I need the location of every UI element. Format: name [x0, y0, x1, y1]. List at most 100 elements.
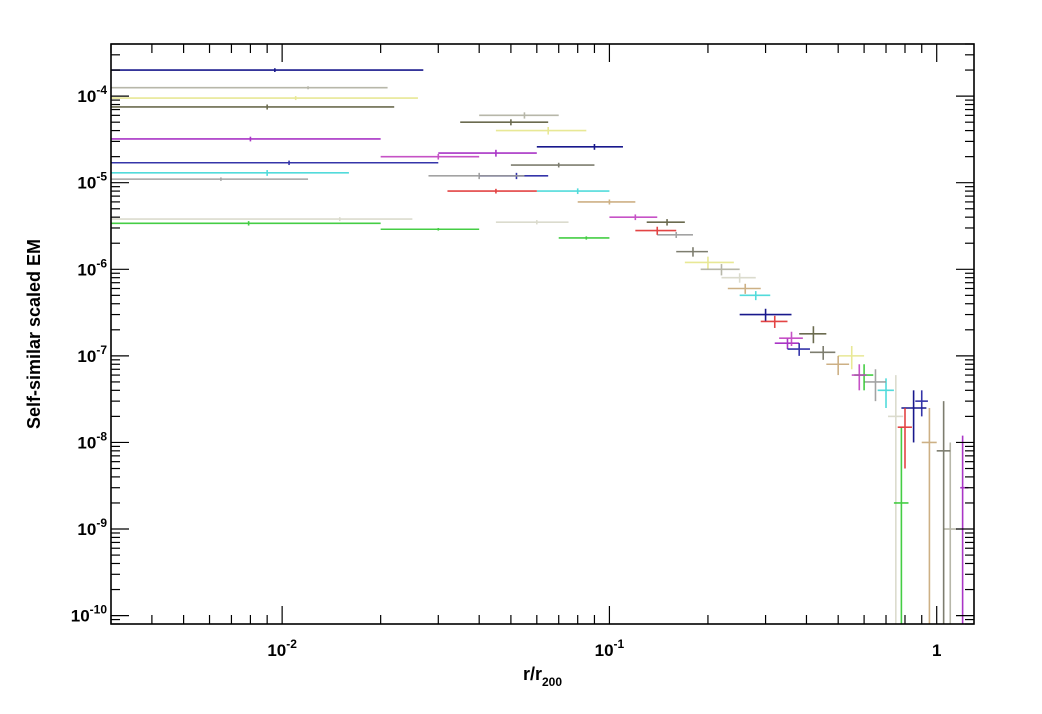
data-point-1-3 — [838, 346, 865, 370]
data-point-9-3 — [854, 364, 874, 391]
data-point-7-1 — [428, 172, 525, 180]
series-4 — [111, 136, 969, 624]
data-point-11-2 — [779, 331, 803, 347]
series-10 — [447, 188, 912, 469]
data-point-4-0 — [111, 136, 381, 142]
y-tick-label: 10-9 — [77, 516, 107, 539]
data-point-10-3 — [897, 407, 912, 469]
data-point-8-2 — [721, 273, 756, 283]
y-tick-labels: 10-410-510-610-710-810-910-10 — [71, 83, 108, 625]
series-11 — [380, 153, 867, 391]
data-point-11-0 — [380, 153, 480, 160]
data-point-12-3 — [936, 401, 951, 624]
data-point-3-0 — [111, 86, 388, 90]
data-point-10-2 — [760, 315, 788, 328]
y-axis-title: Self-similar scaled EM — [24, 239, 44, 429]
data-point-0-0 — [111, 68, 424, 72]
data-point-8-3 — [888, 375, 904, 624]
x-tick-label-base: 1 — [932, 641, 941, 660]
series-1 — [111, 96, 865, 370]
data-point-6-2 — [739, 291, 771, 301]
x-tick-label: 10-1 — [595, 637, 625, 660]
data-point-11-1 — [609, 214, 658, 221]
y-tick-label: 10-4 — [77, 83, 107, 106]
data-point-3-2 — [700, 264, 740, 276]
data-point-2-2 — [646, 219, 685, 226]
series-12 — [510, 162, 951, 624]
series-6 — [111, 170, 894, 408]
minor-ticks — [110, 43, 974, 625]
series-8 — [111, 217, 904, 624]
y-tick-label: 10-8 — [77, 429, 107, 452]
y-tick-label-exponent: -5 — [96, 170, 107, 184]
data-point-10-0 — [447, 188, 537, 194]
data-point-8-1 — [495, 220, 569, 225]
data-point-13-0 — [577, 199, 636, 205]
series-13 — [577, 199, 937, 624]
y-tick-label-exponent: -9 — [96, 516, 107, 530]
x-axis-title-subscript: 200 — [542, 675, 562, 689]
y-tick-label-base: 10 — [77, 174, 96, 193]
x-axis-title-base: r/r — [523, 664, 542, 684]
data-point-2-1 — [460, 119, 549, 126]
data-point-13-1 — [727, 283, 761, 294]
data-point-13-3 — [921, 407, 937, 624]
data-point-1-1 — [495, 126, 587, 135]
data-point-5-0 — [111, 160, 439, 166]
data-point-3-1 — [479, 112, 559, 119]
data-point-9-2 — [558, 236, 610, 240]
x-tick-label-exponent: -1 — [614, 637, 625, 651]
data-point-12-1 — [676, 247, 708, 257]
data-point-7-2 — [657, 231, 693, 238]
data-point-13-2 — [826, 355, 850, 376]
data-point-9-4 — [893, 427, 909, 624]
y-tick-label-base: 10 — [77, 433, 96, 452]
data-point-3-3 — [943, 442, 957, 624]
y-tick-label-base: 10 — [77, 520, 96, 539]
data-point-1-0 — [111, 96, 418, 101]
data-series-layer — [111, 68, 969, 624]
series-5 — [111, 160, 928, 417]
data-point-12-0 — [510, 162, 595, 168]
data-point-9-1 — [380, 227, 480, 231]
y-tick-label: 10-5 — [77, 170, 107, 193]
series-7 — [111, 172, 887, 402]
data-point-6-0 — [111, 170, 349, 176]
y-tick-label-base: 10 — [77, 347, 96, 366]
data-point-2-3 — [799, 326, 827, 344]
data-point-9-0 — [111, 221, 381, 226]
y-tick-label-base: 10 — [77, 260, 96, 279]
major-ticks — [111, 44, 974, 624]
y-tick-label-exponent: -10 — [90, 603, 108, 617]
y-tick-label-exponent: -4 — [96, 83, 107, 97]
x-tick-labels: 10-2 10-1 1 — [267, 637, 941, 660]
series-2 — [111, 104, 827, 344]
y-tick-label-exponent: -7 — [96, 343, 107, 357]
data-point-8-0 — [111, 217, 413, 222]
x-tick-label-exponent: -2 — [286, 637, 297, 651]
data-point-12-2 — [809, 346, 836, 360]
x-axis-title: r/r200 — [523, 664, 562, 689]
plot-frame — [110, 43, 975, 625]
data-point-6-1 — [536, 188, 610, 195]
data-point-7-0 — [111, 177, 309, 181]
series-0 — [111, 68, 927, 443]
data-point-5-3 — [915, 390, 928, 417]
y-tick-label-exponent: -6 — [96, 256, 107, 270]
data-point-7-3 — [864, 369, 887, 402]
data-point-4-3 — [960, 435, 969, 624]
data-point-10-1 — [635, 226, 677, 235]
x-tick-label-base: 10 — [267, 641, 286, 660]
series-3 — [111, 86, 957, 624]
y-tick-label: 10-6 — [77, 256, 107, 279]
data-point-4-2 — [774, 338, 800, 350]
y-tick-label-base: 10 — [71, 607, 90, 626]
y-tick-label-exponent: -8 — [96, 429, 107, 443]
data-point-0-2 — [739, 308, 792, 322]
data-point-11-3 — [851, 364, 867, 391]
x-tick-label: 10-2 — [267, 637, 297, 660]
x-tick-label: 1 — [932, 641, 941, 660]
data-point-6-3 — [877, 378, 894, 408]
data-point-0-1 — [536, 143, 623, 150]
series-9 — [111, 221, 909, 624]
